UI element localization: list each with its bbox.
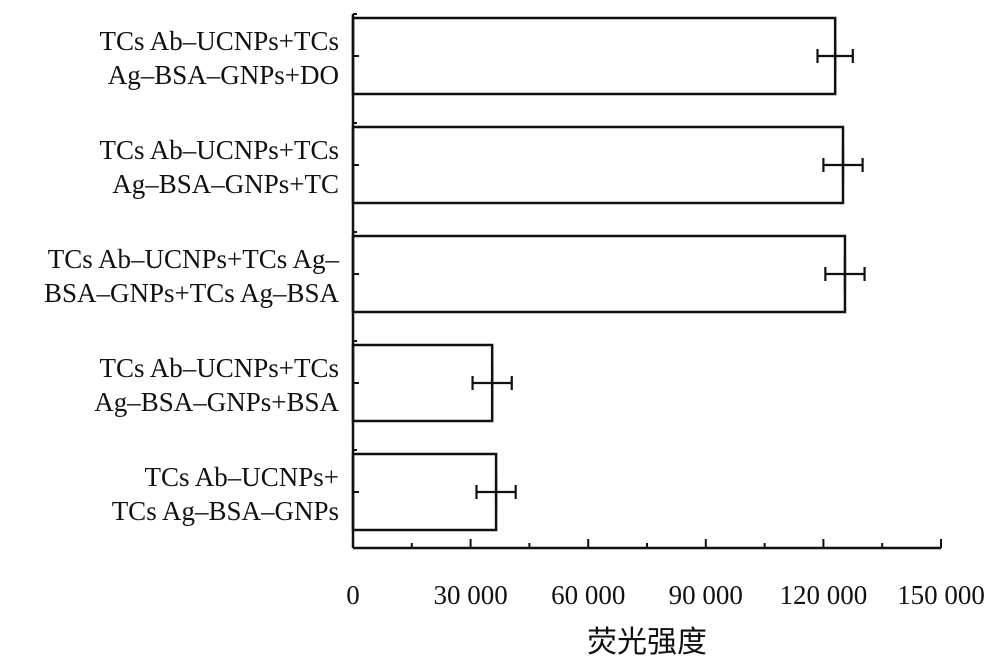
x-tick-label-5: 150 000: [897, 580, 985, 610]
category-label-line: Ag–BSA–GNPs+TC: [112, 169, 339, 199]
bar-3: [351, 234, 847, 314]
ticks-group: 0 30 000 60 000 90 000 120 000 150 000: [346, 13, 985, 610]
category-label-line: TCs Ab–UCNPs+: [144, 462, 339, 492]
x-tick-label-0: 0: [346, 580, 360, 610]
x-tick-label-1: 30 000: [433, 580, 507, 610]
x-tick-label-3: 90 000: [669, 580, 743, 610]
category-label-5: TCs Ab–UCNPs+ TCs Ag–BSA–GNPs: [112, 462, 339, 526]
bar-2: [351, 125, 845, 205]
category-label-1: TCs Ab–UCNPs+TCs Ag–BSA–GNPs+DO: [99, 26, 339, 90]
x-tick-label-4: 120 000: [780, 580, 868, 610]
category-label-line: TCs Ab–UCNPs+TCs: [99, 26, 339, 56]
category-label-3: TCs Ab–UCNPs+TCs Ag– BSA–GNPs+TCs Ag–BSA: [44, 244, 340, 308]
category-label-2: TCs Ab–UCNPs+TCs Ag–BSA–GNPs+TC: [99, 135, 339, 199]
bar-4: [351, 343, 494, 423]
category-label-line: BSA–GNPs+TCs Ag–BSA: [44, 278, 340, 308]
x-axis-title: 荧光强度: [587, 626, 707, 659]
category-label-line: TCs Ab–UCNPs+TCs Ag–: [48, 244, 340, 274]
error-bars-group: [471, 38, 866, 510]
bar-1: [351, 16, 837, 96]
category-label-line: Ag–BSA–GNPs+BSA: [94, 387, 339, 417]
category-label-4: TCs Ab–UCNPs+TCs Ag–BSA–GNPs+BSA: [94, 353, 339, 417]
bar-5: [351, 452, 498, 532]
category-label-line: TCs Ab–UCNPs+TCs: [99, 135, 339, 165]
x-tick-label-2: 60 000: [551, 580, 625, 610]
bars-group: [351, 16, 847, 532]
category-label-line: TCs Ab–UCNPs+TCs: [99, 353, 339, 383]
category-label-line: Ag–BSA–GNPs+DO: [108, 60, 339, 90]
category-label-line: TCs Ag–BSA–GNPs: [112, 496, 339, 526]
